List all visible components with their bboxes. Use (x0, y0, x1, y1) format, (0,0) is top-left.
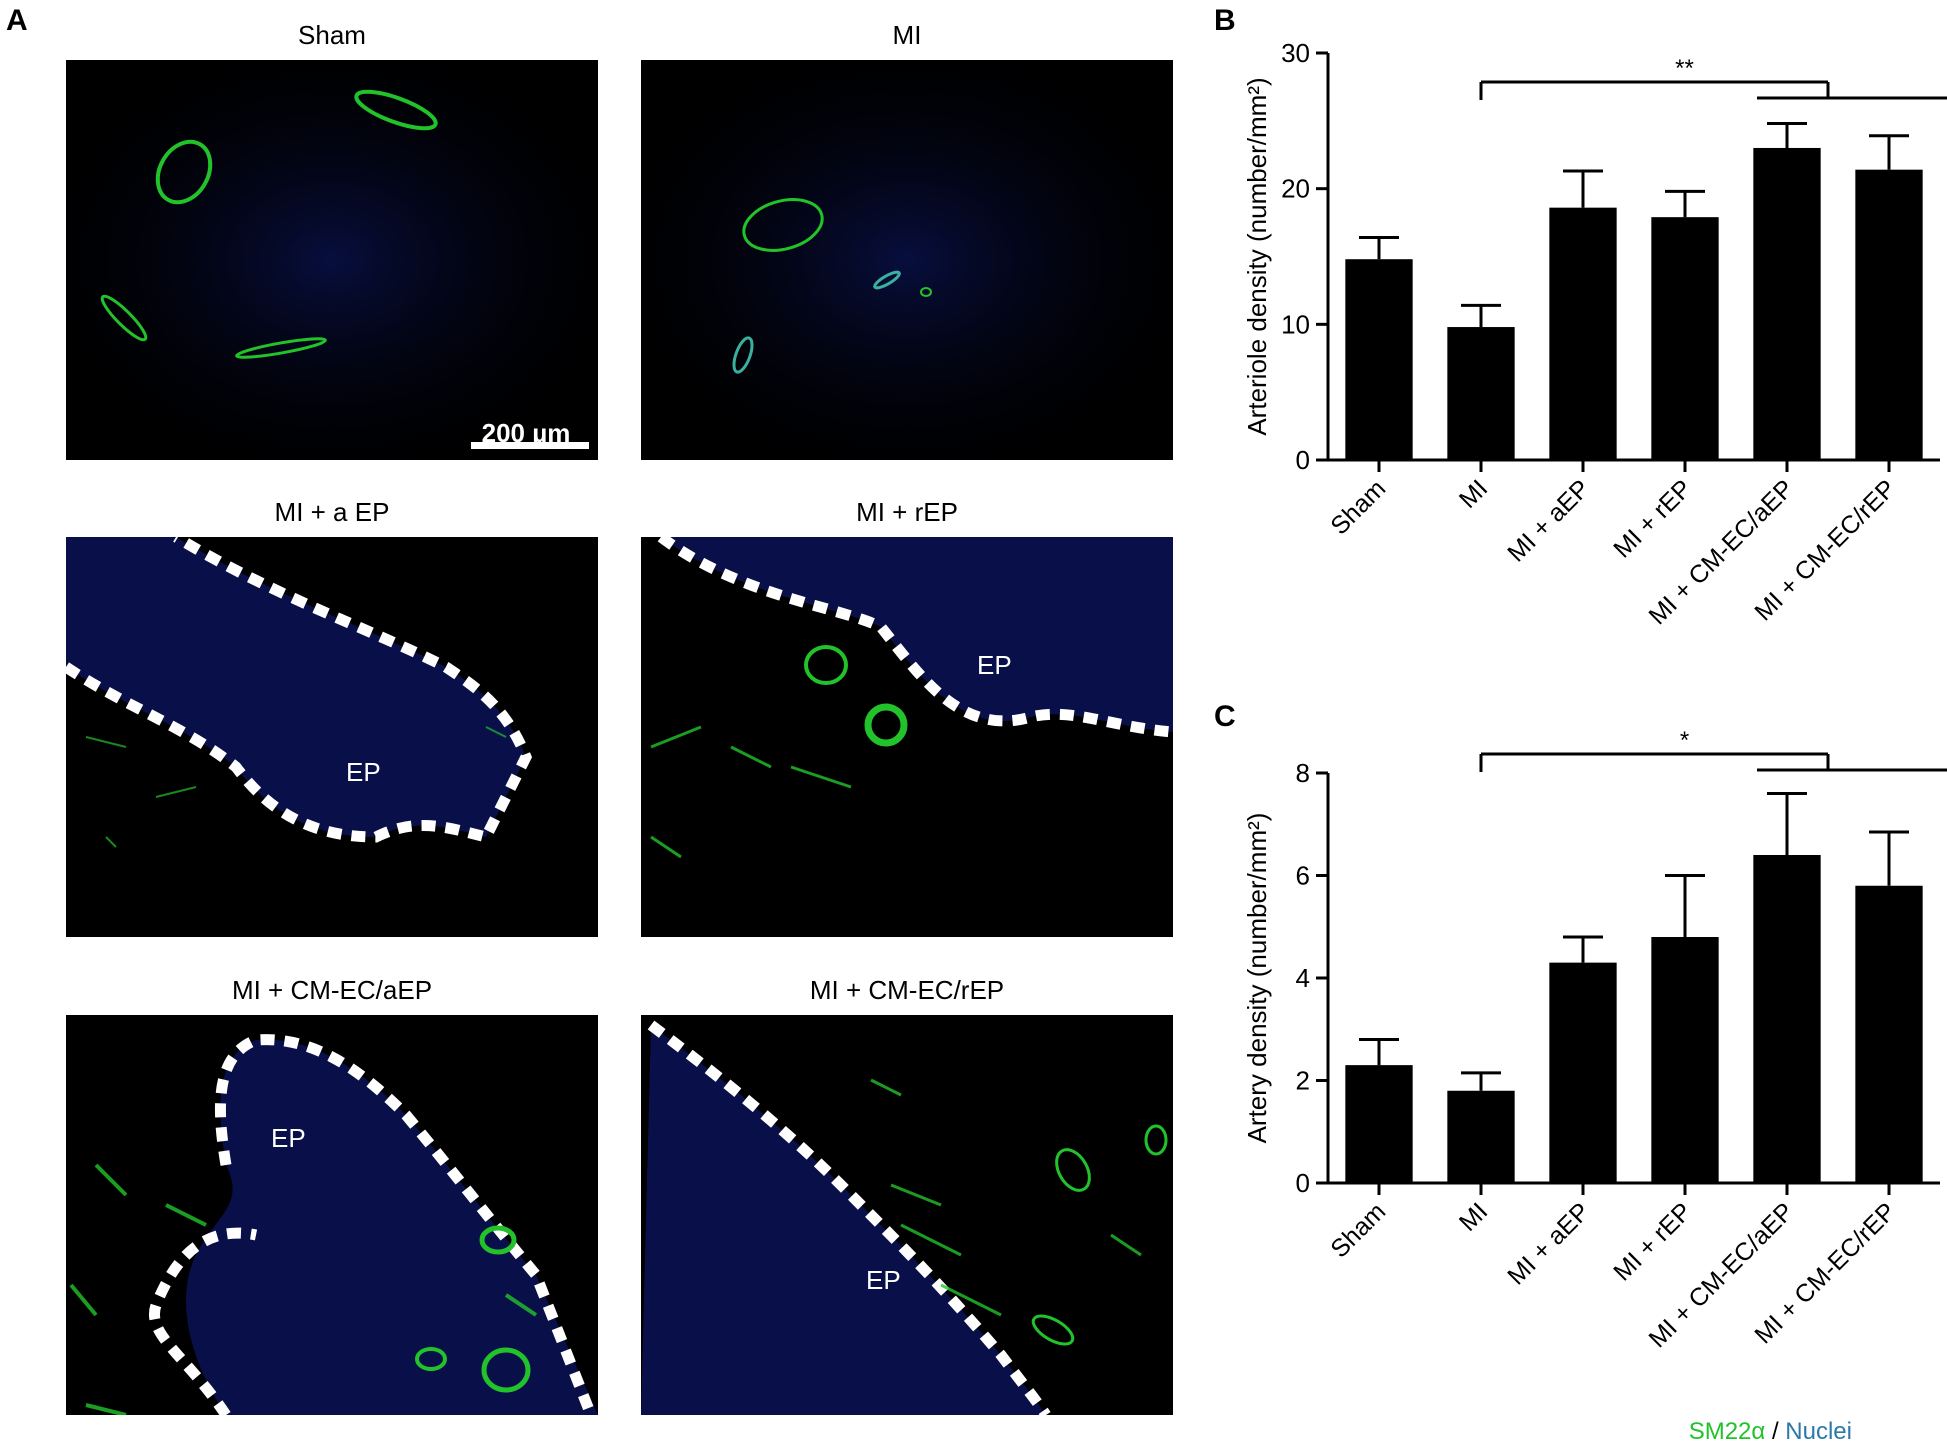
bar (1753, 147, 1821, 460)
y-tick-label: 2 (1296, 1066, 1310, 1096)
image-title-mi-aep: MI + a EP (274, 497, 390, 527)
micrograph-mi-aep: EP (66, 537, 598, 937)
bar (1651, 937, 1719, 1183)
legend-sm22a: SM22α (1688, 1418, 1766, 1445)
significance-marker: * (1680, 727, 1689, 754)
micrograph-sham (66, 60, 598, 460)
micrograph-mi (641, 60, 1173, 460)
scale-bar (471, 442, 589, 449)
y-tick-label: 20 (1281, 174, 1310, 204)
y-axis-label: Artery density (number/mm²) (1242, 813, 1272, 1144)
x-tick-label: MI + rEP (1608, 474, 1697, 563)
significance-marker: ** (1675, 55, 1694, 82)
y-tick-label: 8 (1296, 758, 1310, 788)
y-tick-label: 30 (1281, 38, 1310, 68)
micrograph-mi-cmec-rep: EP (641, 1015, 1173, 1415)
bar (1447, 327, 1515, 460)
micrograph-mi-rep: EP (641, 537, 1173, 937)
x-tick-label: MI (1454, 474, 1493, 513)
bar (1855, 885, 1923, 1183)
ep-label: EP (977, 650, 1012, 680)
stain-legend: SM22α / Nuclei (1689, 1418, 1852, 1446)
x-tick-label: MI + rEP (1608, 1197, 1697, 1286)
ep-label: EP (866, 1265, 901, 1295)
image-title-mi-cmec-aep: MI + CM-EC/aEP (231, 975, 433, 1005)
bar (1753, 855, 1821, 1183)
bar (1549, 962, 1617, 1183)
panel-b-letter: B (1214, 4, 1236, 37)
panel-a-letter: A (6, 4, 28, 37)
x-tick-label: MI (1454, 1197, 1493, 1236)
image-title-sham: Sham (298, 20, 366, 50)
y-tick-label: 0 (1296, 445, 1310, 475)
image-title-mi-rep: MI + rEP (856, 497, 958, 527)
image-title-mi: MI (892, 20, 922, 50)
ep-label: EP (271, 1123, 306, 1153)
y-tick-label: 6 (1296, 861, 1310, 891)
bar (1855, 169, 1923, 460)
bar (1549, 207, 1617, 460)
ep-label: EP (346, 757, 381, 787)
bar (1345, 259, 1413, 460)
x-tick-label: Sham (1325, 474, 1391, 540)
bar (1447, 1090, 1515, 1183)
legend-nuclei: Nuclei (1785, 1418, 1852, 1445)
chart-b-arteriole-density: 0 10 20 30 Arteriole density (number/mm²) Sha… (1242, 38, 1947, 630)
micrograph-mi-cmec-aep: EP (66, 1015, 598, 1415)
x-tick-label: MI + aEP (1502, 474, 1595, 567)
legend-separator: / (1765, 1418, 1786, 1445)
bar (1651, 217, 1719, 460)
x-tick-label: Sham (1325, 1197, 1391, 1263)
panel-c-letter: C (1214, 700, 1236, 733)
y-tick-label: 4 (1296, 963, 1310, 993)
bar (1345, 1065, 1413, 1183)
y-axis-label: Arteriole density (number/mm²) (1242, 77, 1272, 435)
x-tick-label: MI + aEP (1502, 1197, 1595, 1290)
y-tick-label: 0 (1296, 1168, 1310, 1198)
image-title-mi-cmec-rep: MI + CM-EC/rEP (809, 975, 1005, 1005)
y-tick-label: 10 (1281, 309, 1310, 339)
scale-bar-label: 200 µm (481, 418, 571, 448)
